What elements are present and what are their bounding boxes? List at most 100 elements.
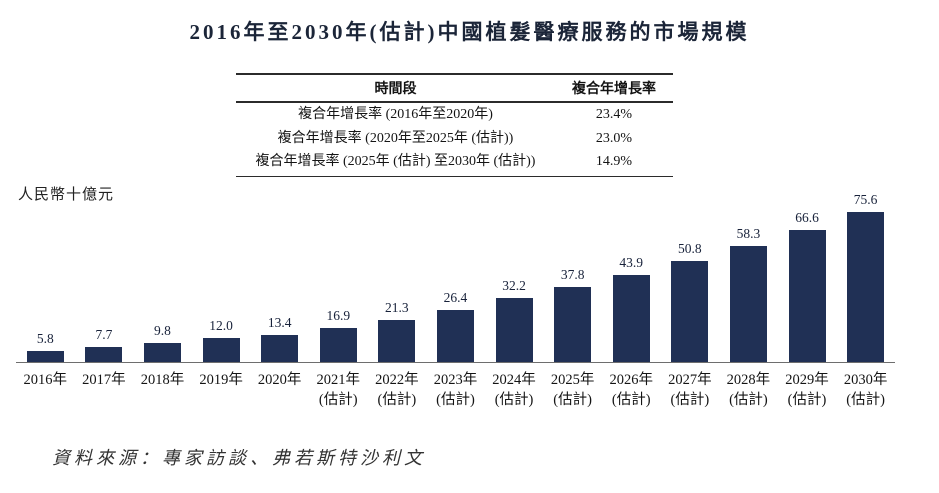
bar <box>788 229 826 362</box>
bar-value-label: 50.8 <box>678 241 702 257</box>
x-axis-label-year: 2022年 <box>375 372 419 388</box>
bar <box>612 274 650 362</box>
bar <box>85 346 123 362</box>
bar-slot: 9.8 <box>133 188 192 362</box>
bar-value-label: 66.6 <box>795 209 819 225</box>
table-row: 複合年增長率 (2020年至2025年 (估計)) 23.0% <box>236 127 673 151</box>
x-axis-label-year: 2016年 <box>23 372 68 388</box>
x-axis-label-year: 2017年 <box>82 372 126 388</box>
bar-slot: 66.6 <box>778 188 837 362</box>
bar-slot: 58.3 <box>719 188 778 362</box>
x-axis-label-estimate-note: (估計) <box>436 391 475 408</box>
table-cell: 23.4% <box>595 107 633 122</box>
bar <box>495 298 533 362</box>
table-row: 複合年增長率 (2016年至2020年) 23.4% <box>236 102 673 127</box>
x-axis-label-year: 2025年 <box>550 372 595 388</box>
bar-slot: 26.4 <box>426 188 485 362</box>
table-header-row: 時間段 複合年增長率 <box>236 73 673 103</box>
bar-value-label: 75.6 <box>853 192 878 207</box>
table-cell: 複合年增長率 (2025年 (估計) 至2030年 (估計)) <box>255 154 536 169</box>
x-axis-labels: 2016年 2017年 2018年 2019年 2020年 2021年 (估計) 2022年 (… <box>16 364 895 410</box>
x-axis-label: 2022年 (估計) <box>368 364 427 410</box>
bar <box>671 261 709 362</box>
bar-value-label: 32.2 <box>502 278 526 294</box>
x-axis-label: 2017年 <box>75 364 134 410</box>
bar-slot: 21.3 <box>368 188 427 362</box>
x-axis-label: 2018年 <box>133 364 192 410</box>
bar-slot: 37.8 <box>543 188 602 362</box>
bar <box>436 309 474 362</box>
x-axis-label: 2026年 (估計) <box>602 364 661 410</box>
bar-slot: 32.2 <box>485 188 544 362</box>
x-axis-label: 2023年 (估計) <box>426 364 485 410</box>
bar-value-label: 43.9 <box>619 254 644 270</box>
x-axis-label-estimate-note: (估計) <box>318 391 358 408</box>
bar <box>554 287 592 362</box>
table-row: 複合年增長率 (2025年 (估計) 至2030年 (估計)) 14.9% <box>236 150 673 176</box>
x-axis-label-estimate-note: (估計) <box>729 391 768 408</box>
x-axis-label-estimate-note: (估計) <box>846 391 885 408</box>
x-axis-label-year: 2024年 <box>492 372 536 388</box>
bar-value-label: 5.8 <box>36 330 54 346</box>
bar <box>202 338 240 362</box>
x-axis-label-year: 2027年 <box>668 372 712 388</box>
bar-value-label: 13.4 <box>267 315 292 331</box>
x-axis-label: 2020年 <box>250 364 309 410</box>
x-axis-label-year: 2026年 <box>609 372 653 388</box>
bar <box>378 319 416 362</box>
x-axis-label-estimate-note: (估計) <box>787 391 827 408</box>
bar <box>847 212 885 362</box>
cagr-table-body: 複合年增長率 (2016年至2020年) 23.4% 複合年增長率 (2020年至2… <box>236 102 673 176</box>
x-axis-label: 2028年 (估計) <box>719 364 778 410</box>
x-axis-label-year: 2028年 <box>726 372 771 388</box>
bar-value-label: 21.3 <box>385 299 409 315</box>
bar <box>729 246 767 362</box>
bar-slot: 75.6 <box>836 188 895 362</box>
plot-area: 5.8 7.7 9.8 12.0 13.4 16.9 21.3 26.4 32.2 37.8 43.… <box>16 188 895 363</box>
x-axis-label-year: 2019年 <box>199 372 243 388</box>
bar-slot: 16.9 <box>309 188 368 362</box>
bar <box>143 342 181 362</box>
x-axis-label-year: 2021年 <box>316 372 361 388</box>
x-axis-label-year: 2018年 <box>140 372 185 388</box>
x-axis-label-year: 2030年 <box>843 372 888 388</box>
bar-value-label: 12.0 <box>209 318 233 334</box>
x-axis-label: 2019年 <box>192 364 251 410</box>
x-axis-label: 2030年 (估計) <box>836 364 895 410</box>
bar-slot: 43.9 <box>602 188 661 362</box>
x-axis-label-estimate-note: (估計) <box>670 391 710 408</box>
x-axis-label-estimate-note: (估計) <box>377 391 417 408</box>
bar-value-label: 37.8 <box>560 267 585 282</box>
table-cell: 14.9% <box>595 154 633 169</box>
x-axis-label-year: 2029年 <box>785 372 829 388</box>
x-axis-label-estimate-note: (估計) <box>494 391 534 408</box>
bar-value-label: 16.9 <box>326 308 351 324</box>
table-cell: 複合年增長率 (2016年至2020年) <box>298 107 493 122</box>
bar-slot: 7.7 <box>75 188 134 362</box>
bar <box>319 328 357 362</box>
bar-slot: 5.8 <box>16 188 75 362</box>
x-axis-label-estimate-note: (估計) <box>611 391 651 408</box>
x-axis-label: 2024年 (估計) <box>485 364 544 410</box>
chart-title: 2016年至2030年(估計)中國植髮醫療服務的市場規模 <box>189 20 750 44</box>
bar-slot: 13.4 <box>250 188 309 362</box>
bar <box>261 335 299 362</box>
bar-value-label: 26.4 <box>443 289 468 305</box>
x-axis-label-estimate-note: (估計) <box>553 391 592 408</box>
x-axis-label: 2027年 (估計) <box>661 364 720 410</box>
x-axis-label: 2029年 (估計) <box>778 364 837 410</box>
cagr-table: 時間段 複合年增長率 複合年增長率 (2016年至2020年) 23.4% 複合年增… <box>236 73 673 177</box>
table-header-period: 時間段 <box>236 73 555 103</box>
x-axis-label-year: 2020年 <box>257 372 302 388</box>
x-axis-label-year: 2023年 <box>433 372 478 388</box>
y-axis-unit-label: 人民幣十億元 <box>18 187 115 203</box>
bar-value-label: 9.8 <box>154 322 171 338</box>
bar-slot: 12.0 <box>192 188 251 362</box>
x-axis-label: 2021年 (估計) <box>309 364 368 410</box>
x-axis-label: 2025年 (估計) <box>543 364 602 410</box>
table-header-cagr: 複合年增長率 <box>555 73 673 103</box>
bar-value-label: 58.3 <box>736 226 761 242</box>
table-cell: 23.0% <box>595 130 633 146</box>
bar-slot: 50.8 <box>661 188 720 362</box>
